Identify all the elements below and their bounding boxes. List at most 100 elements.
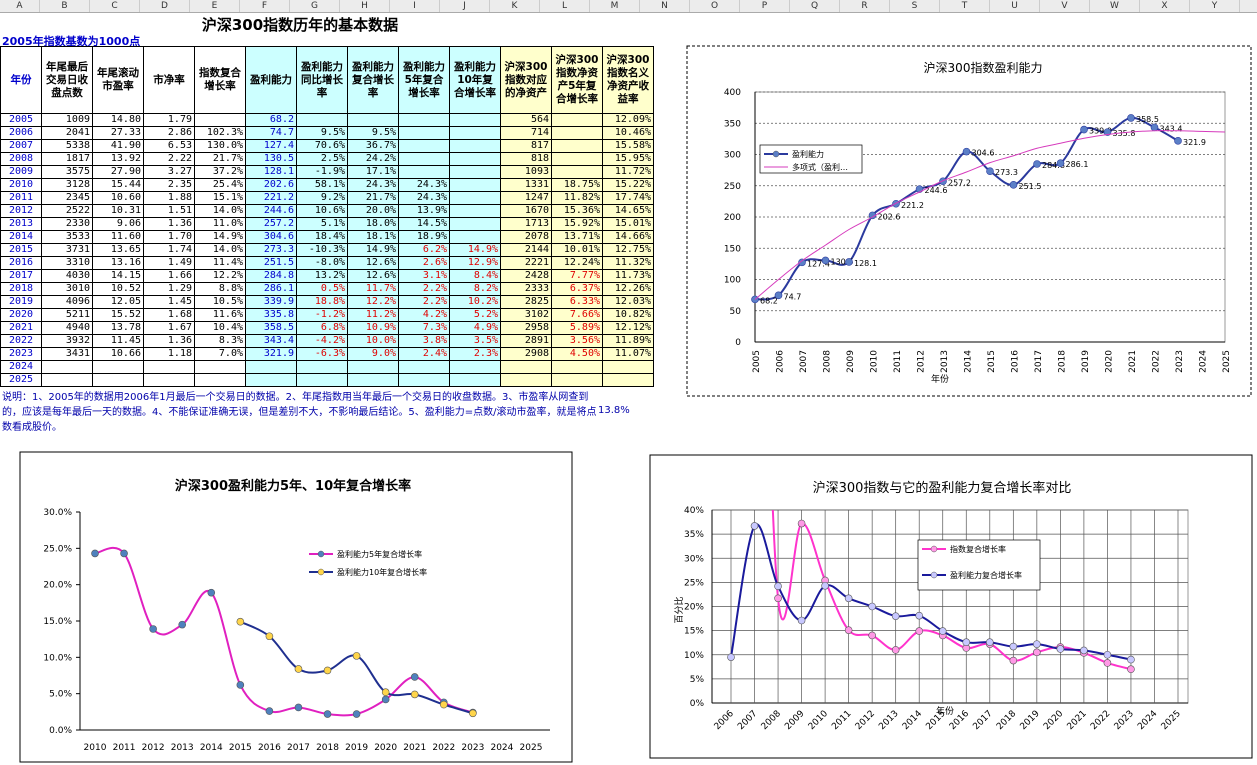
table-cell [551,360,603,374]
table-cell: 11.6% [194,308,246,322]
table-cell: 818 [500,152,552,166]
table-cell: 1.51 [143,204,195,218]
table-cell: 1.66 [143,269,195,283]
sheet-subtitle: 2005年指数基数为1000点 [2,35,141,48]
x-tick-label: 2025 [1222,350,1232,373]
column-letter: U [990,0,1040,12]
table-cell: 3932 [41,334,93,348]
table-row: 2015 3731 13.65 1.74 14.0% 273.3 -10.3% 14.9% 6.… [0,243,654,257]
x-tick-label: 2009 [783,709,806,732]
side-value[interactable]: 13.8% [598,405,630,416]
table-cell: 15.92% [551,217,603,231]
table-cell: 1817 [41,152,93,166]
table-cell: -10.3% [296,243,348,257]
table-cell: 70.6% [296,139,348,153]
marker [1127,655,1135,664]
table-row: 2016 3310 13.16 1.49 11.4% 251.5 -8.0% 12.6% 2.6… [0,256,654,270]
table-cell: 304.6 [245,230,297,244]
series-line [730,523,1132,661]
table-cell: 3310 [41,256,93,270]
table-cell: 2144 [500,243,552,257]
x-tick-label: 2024 [1199,350,1209,373]
table-cell: 2019 [0,295,42,309]
marker [1033,640,1041,648]
table-cell: 3431 [41,347,93,361]
table-cell: 1.68 [143,308,195,322]
table-cell: 11.4% [194,256,246,270]
x-tick-label: 2008 [760,709,783,732]
marker [1174,137,1182,145]
marker [774,582,782,591]
table-cell: 10.66 [92,347,144,361]
table-cell: 6.53 [143,139,195,153]
marker [938,627,947,635]
marker [797,616,806,625]
table-cell [398,360,450,374]
table-cell: 2345 [41,191,93,205]
x-tick-label: 2006 [713,709,736,732]
x-axis-title: 年份 [931,373,949,385]
table-cell: 5338 [41,139,93,153]
table-cell [296,373,348,387]
y-tick-label: 20% [684,603,704,613]
table-cell: 10.4% [194,321,246,335]
marker [1127,665,1135,674]
table-cell: 5.89% [551,321,603,335]
legend-marker [317,568,325,576]
chart-frame [649,454,1253,759]
table-cell: 18.0% [347,217,399,231]
table-cell: 15.52 [92,308,144,322]
legend-label: 指数复合增长率 [950,544,1006,554]
table-cell: 11.7% [347,282,399,296]
table-cell: 24.3% [398,178,450,192]
table-cell [551,152,603,166]
table-cell: 13.2% [296,269,348,283]
marker [1150,123,1159,132]
table-cell: 14.65% [602,204,654,218]
table-cell: 5.1% [296,217,348,231]
table-cell: 4.9% [449,321,501,335]
x-tick-label: 2019 [1019,709,1042,732]
data-label: 321.9 [1183,138,1206,147]
table-cell [398,139,450,153]
table-row: 2010 3128 15.44 2.35 25.4% 202.6 58.1% 24.3% 24.… [0,178,654,192]
column-header: 盈利能力 [245,46,297,114]
table-cell [41,360,93,374]
x-tick-label: 2017 [971,709,994,732]
data-label: 74.7 [784,292,802,301]
marker [728,206,735,213]
table-cell: 14.0% [194,204,246,218]
x-tick-label: 2014 [964,350,974,373]
table-cell [449,360,501,374]
table-row: 2021 4940 13.78 1.67 10.4% 358.5 6.8% 10.9% 7.3%… [0,321,654,335]
table-cell: 251.5 [245,256,297,270]
table-cell: 4096 [41,295,93,309]
x-tick-label: 2011 [893,350,903,373]
column-header: 盈利能力同比增长率 [296,46,348,114]
marker [149,625,157,633]
table-cell [245,360,297,374]
table-row: 2012 2522 10.31 1.51 14.0% 244.6 10.6% 20.0% 13.… [0,204,654,218]
table-cell: 1713 [500,217,552,231]
column-letter: T [940,0,990,12]
x-tick-label: 2020 [374,743,397,753]
y-tick-label: 35% [684,530,704,540]
table-row: 2024 [0,360,654,374]
table-cell [347,113,399,127]
y-tick-label: 25% [684,578,704,588]
marker [1080,646,1088,655]
y-tick-label: 5.0% [49,690,72,700]
marker [844,626,853,634]
column-letter: E [190,0,240,12]
table-cell: 339.9 [245,295,297,309]
table-cell: 10.0% [347,334,399,348]
table-cell: 14.66% [602,230,654,244]
table-cell: 2016 [0,256,42,270]
marker [1103,650,1112,659]
column-header: 年份 [0,46,42,114]
table-row: 2018 3010 10.52 1.29 8.8% 286.1 0.5% 11.7% 2.2% 8… [0,282,654,296]
table-cell: 9.06 [92,217,144,231]
y-tick-label: 10.0% [43,653,72,663]
